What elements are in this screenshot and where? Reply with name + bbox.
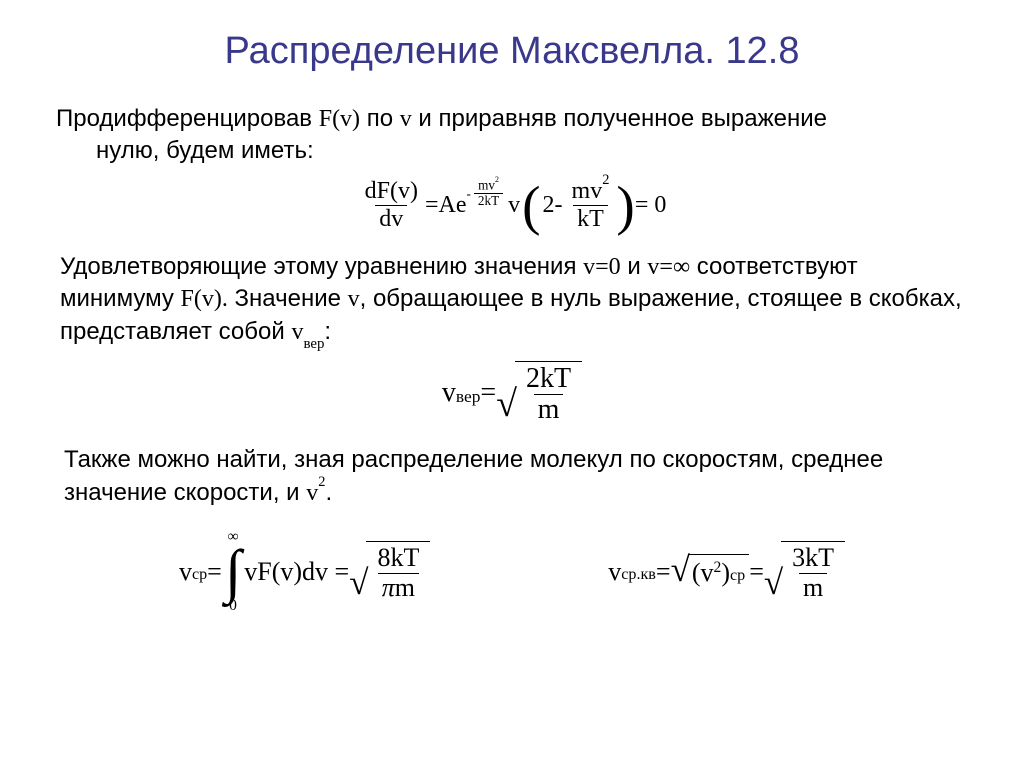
f2-den: m bbox=[534, 394, 564, 426]
f1-inner-num: mv bbox=[572, 178, 603, 204]
sqrt-icon: √ bbox=[671, 552, 690, 587]
p1-fv: F(v) bbox=[319, 106, 360, 132]
p2-colon: : bbox=[324, 318, 331, 345]
p1-c: и приравняв полученное выражение bbox=[412, 105, 827, 132]
p1-b: по bbox=[360, 105, 400, 132]
f1-exp-minus: - bbox=[467, 186, 471, 202]
f1-lhs-den: dv bbox=[375, 205, 407, 232]
f1-mid-v: v bbox=[508, 192, 520, 219]
sqrt-icon: √ bbox=[349, 565, 368, 600]
paragraph-2: Удовлетворяющие этому уравнению значения… bbox=[50, 251, 974, 351]
sqrt-icon: √ bbox=[764, 565, 783, 600]
f4-mid-sub: ср bbox=[730, 567, 745, 585]
f4-lhs-sub: ср.кв bbox=[621, 566, 656, 584]
f1-lparen: ( bbox=[522, 178, 540, 233]
formula-row: vср = ∞ ∫ 0 vF(v)dv = √ 8kT πm vср.кв bbox=[50, 529, 974, 614]
paragraph-1: Продифференцировав F(v) по v и приравняв… bbox=[50, 103, 974, 168]
f4-num: 3kT bbox=[788, 544, 838, 573]
f4-mid-close: ) bbox=[721, 558, 730, 588]
formula-4: vср.кв = √ (v2)ср = √ 3kT m bbox=[608, 529, 845, 614]
p2-vinf: v=∞ bbox=[647, 254, 690, 280]
f3-den-pi: π bbox=[382, 573, 395, 602]
p2-v0: v=0 bbox=[583, 254, 621, 280]
p3-v2-v: v bbox=[306, 480, 318, 506]
f4-den: m bbox=[799, 573, 827, 603]
f4-mid-sup: 2 bbox=[714, 559, 722, 577]
p2-b: и bbox=[621, 253, 648, 280]
f1-lhs-num: dF(v) bbox=[361, 178, 422, 204]
f1-exp-num: mv bbox=[478, 178, 495, 193]
f1-inner-den: kT bbox=[573, 205, 608, 232]
f3-lhs-sub: ср bbox=[192, 566, 207, 584]
paragraph-3: Также можно найти, зная распределение мо… bbox=[50, 444, 974, 509]
formula-1: dF(v) dv = Ae - mv2 2kT v ( 2- mv2 kT ) … bbox=[50, 178, 974, 233]
f2-num: 2kT bbox=[522, 364, 575, 395]
f4-mid-open: (v bbox=[692, 558, 714, 588]
formula-3: vср = ∞ ∫ 0 vF(v)dv = √ 8kT πm bbox=[179, 529, 430, 614]
p2-fv: F(v). bbox=[181, 286, 228, 312]
f2-lhs-sub: вер bbox=[456, 387, 480, 407]
f2-eq: = bbox=[480, 377, 496, 409]
integral-icon: ∫ bbox=[225, 545, 241, 599]
f2-lhs: v bbox=[442, 377, 456, 409]
f1-eq0: = 0 bbox=[635, 192, 667, 219]
f1-rparen: ) bbox=[616, 178, 634, 233]
p2-vver-v: v bbox=[291, 319, 303, 345]
p3-v2: v2 bbox=[306, 480, 325, 506]
sqrt-icon: √ bbox=[496, 386, 517, 424]
f1-inner-2: 2- bbox=[543, 192, 563, 219]
f3-num: 8kT bbox=[373, 544, 423, 573]
f3-den-m: m bbox=[395, 573, 415, 602]
slide-title: Распределение Максвелла. 12.8 bbox=[50, 30, 974, 73]
f4-lhs: v bbox=[608, 557, 621, 587]
f3-eq: = bbox=[207, 557, 222, 587]
f4-eq: = bbox=[656, 557, 671, 587]
p1-a: Продифференцировав bbox=[56, 105, 319, 132]
p2-d: Значение bbox=[228, 285, 348, 312]
p1-v: v bbox=[400, 106, 412, 132]
f1-eq: = bbox=[425, 192, 439, 219]
p2-vver: vвер bbox=[291, 319, 324, 345]
p2-vver-sub: вер bbox=[303, 336, 324, 352]
f1-exp-den: 2kT bbox=[474, 193, 503, 209]
f3-lhs: v bbox=[179, 557, 192, 587]
f4-eq2: = bbox=[749, 557, 764, 587]
p2-v: v bbox=[348, 286, 360, 312]
p3-a: Также можно найти, зная распределение мо… bbox=[64, 446, 883, 505]
f3-int-bot: 0 bbox=[229, 598, 237, 614]
p1-d: нулю, будем иметь: bbox=[56, 135, 974, 167]
formula-2: vвер = √ 2kT m bbox=[50, 361, 974, 427]
f3-mid: vF(v)dv = bbox=[244, 557, 349, 587]
f1-A: Ae bbox=[439, 192, 467, 219]
f1-inner-num-sup: 2 bbox=[602, 172, 609, 188]
f1-exp-num-sup: 2 bbox=[495, 175, 499, 184]
p2-a: Удовлетворяющие этому уравнению значения bbox=[60, 253, 583, 280]
